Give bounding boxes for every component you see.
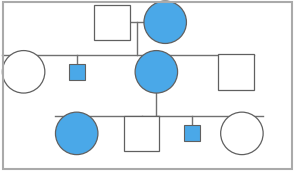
Bar: [68, 64, 85, 80]
Bar: [183, 125, 200, 141]
Circle shape: [221, 112, 263, 155]
Bar: [218, 54, 254, 90]
Circle shape: [2, 51, 45, 93]
Bar: [124, 116, 159, 151]
Circle shape: [135, 51, 178, 93]
Bar: [94, 4, 130, 40]
Circle shape: [144, 1, 186, 43]
Circle shape: [55, 112, 98, 155]
